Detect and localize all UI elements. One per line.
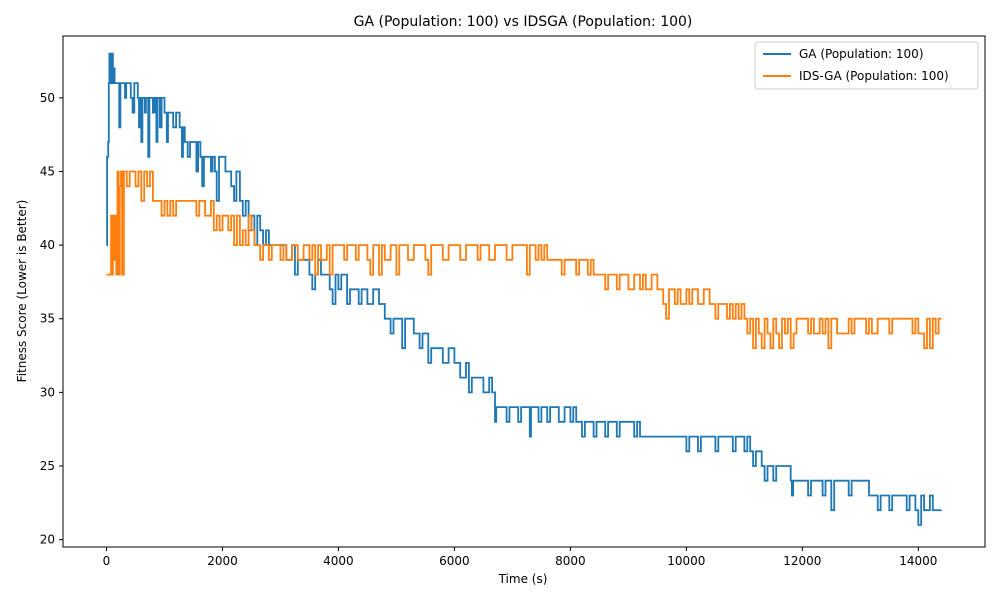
y-tick-label: 40 [40, 238, 55, 252]
y-axis: 20 25 30 35 40 45 50 [40, 91, 63, 547]
legend: GA (Population: 100) IDS-GA (Population:… [754, 41, 979, 90]
legend-box [754, 41, 979, 90]
legend-label-idsga: IDS-GA (Population: 100) [799, 69, 949, 83]
y-tick-label: 20 [40, 533, 55, 547]
legend-label-ga: GA (Population: 100) [799, 47, 924, 61]
x-axis: 0 2000 4000 6000 8000 10000 12000 14000 [103, 547, 937, 568]
x-tick-label: 4000 [323, 554, 354, 568]
series-line-0 [106, 52, 942, 526]
x-tick-label: 0 [103, 554, 111, 568]
x-tick-label: 6000 [439, 554, 470, 568]
y-tick-label: 35 [40, 312, 55, 326]
series-line-1 [106, 170, 942, 350]
series-group [106, 52, 942, 526]
chart-title: GA (Population: 100) vs IDSGA (Populatio… [354, 14, 693, 30]
y-tick-label: 30 [40, 385, 55, 399]
y-tick-label: 25 [40, 459, 55, 473]
y-axis-label: Fitness Score (Lower is Better) [15, 200, 29, 383]
x-tick-label: 2000 [207, 554, 238, 568]
y-tick-label: 45 [40, 164, 55, 178]
x-tick-label: 12000 [783, 554, 821, 568]
y-tick-label: 50 [40, 91, 55, 105]
x-tick-label: 8000 [555, 554, 586, 568]
plot-frame [62, 35, 986, 548]
x-tick-label: 10000 [667, 554, 705, 568]
x-axis-label: Time (s) [498, 572, 548, 586]
x-tick-label: 14000 [899, 554, 937, 568]
